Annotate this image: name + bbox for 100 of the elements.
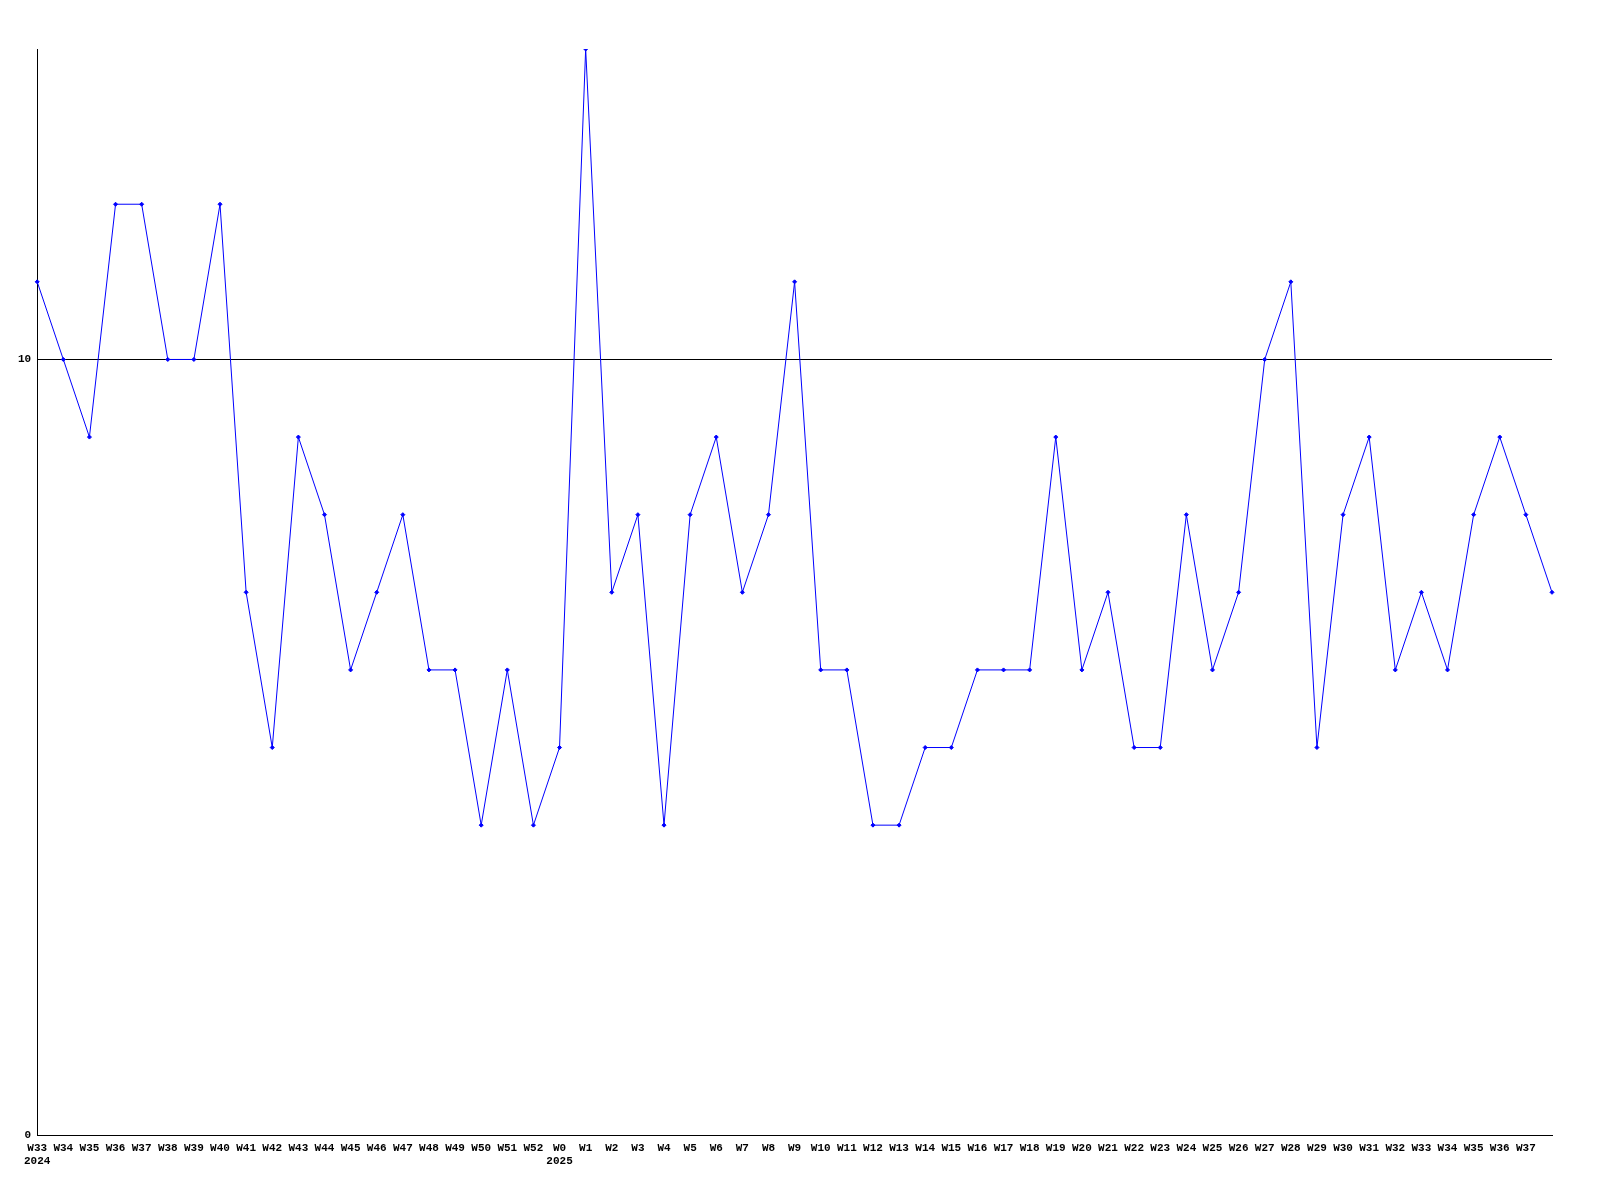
x-tick-label: W52 xyxy=(523,1141,544,1154)
x-tick-label: W26 xyxy=(1228,1141,1249,1154)
x-tick-label: W4 xyxy=(657,1141,672,1154)
x-tick-label: W0 2025 xyxy=(546,1141,574,1168)
x-tick-label: W35 xyxy=(1463,1141,1484,1154)
x-tick-label: W18 xyxy=(1019,1141,1040,1154)
x-tick-label: W42 xyxy=(262,1141,283,1154)
x-tick-label: W21 xyxy=(1098,1141,1119,1154)
x-tick-label: W3 xyxy=(631,1141,645,1154)
point xyxy=(1001,667,1007,673)
x-tick-label: W29 xyxy=(1307,1141,1327,1154)
x-tick-label: W28 xyxy=(1280,1141,1302,1154)
x-tick-label: W46 xyxy=(366,1141,387,1154)
point xyxy=(478,822,484,828)
point xyxy=(269,745,275,751)
x-tick-label: W7 xyxy=(735,1141,749,1154)
point xyxy=(1027,667,1033,673)
point xyxy=(530,822,536,828)
x-tick-label: W15 xyxy=(941,1141,962,1154)
point xyxy=(452,667,458,673)
point xyxy=(922,745,928,751)
point xyxy=(870,822,876,828)
x-tick-label: W5 xyxy=(683,1141,698,1154)
point xyxy=(1366,434,1372,440)
x-tick-label: W48 xyxy=(419,1141,440,1154)
x-tick-label: W51 xyxy=(497,1141,518,1154)
point xyxy=(1471,512,1477,518)
x-tick-label: W24 xyxy=(1176,1141,1197,1154)
x-tick-label: W49 xyxy=(445,1141,465,1154)
x-tick-label: W22 xyxy=(1124,1141,1145,1154)
x-tick-label: W45 xyxy=(340,1141,361,1154)
point xyxy=(1131,745,1137,751)
point xyxy=(1418,589,1424,595)
point xyxy=(818,667,824,673)
point xyxy=(400,512,406,518)
point xyxy=(217,201,223,207)
point xyxy=(792,279,798,285)
point xyxy=(844,667,850,673)
x-tick-label: W33 xyxy=(1411,1141,1432,1154)
y-tick-label: 0 xyxy=(24,1129,32,1142)
point xyxy=(1209,667,1215,673)
x-tick-label: W20 xyxy=(1071,1141,1092,1154)
point xyxy=(86,434,92,440)
point xyxy=(1183,512,1189,518)
x-tick-label: W34 xyxy=(53,1141,74,1154)
x-tick-label: W32 xyxy=(1385,1141,1406,1154)
x-tick-label: W25 xyxy=(1202,1141,1223,1154)
point xyxy=(1236,589,1242,595)
x-tick-label: W36 xyxy=(105,1141,126,1154)
x-tick-label: W40 xyxy=(210,1141,230,1154)
point xyxy=(1392,667,1398,673)
point xyxy=(609,589,615,595)
x-tick-label: W44 xyxy=(314,1141,335,1154)
x-tick-label: W1 xyxy=(579,1141,593,1154)
x-tick-label: W10 xyxy=(810,1141,831,1154)
point xyxy=(1262,356,1268,362)
point xyxy=(1497,434,1503,440)
point xyxy=(504,667,510,673)
x-tick-label: W37 xyxy=(1515,1141,1536,1154)
x-tick-label: W41 xyxy=(236,1141,257,1154)
x-tick-label: W16 xyxy=(967,1141,988,1154)
point xyxy=(1314,745,1320,751)
x-tick-label: W36 xyxy=(1489,1141,1510,1154)
point xyxy=(34,279,40,285)
point xyxy=(739,589,745,595)
point xyxy=(713,434,719,440)
point xyxy=(374,589,380,595)
point xyxy=(426,667,432,673)
x-tick-label: W8 xyxy=(761,1141,776,1154)
x-tick-label: W9 xyxy=(788,1141,802,1154)
point xyxy=(1157,745,1163,751)
x-tick-label: W2 xyxy=(605,1141,619,1154)
x-tick-label: W11 xyxy=(836,1141,858,1154)
x-tick-label: W14 xyxy=(915,1141,936,1154)
x-tick-label: W33 2024 xyxy=(24,1141,51,1168)
point xyxy=(1445,667,1451,673)
point xyxy=(1549,589,1555,595)
x-tick-label: W31 xyxy=(1359,1141,1380,1154)
x-tick-label: W47 xyxy=(392,1141,413,1154)
point xyxy=(139,201,145,207)
point xyxy=(687,512,693,518)
x-tick-label: W13 xyxy=(889,1141,910,1154)
point xyxy=(948,745,954,751)
point xyxy=(60,356,66,362)
x-tick-label: W39 xyxy=(184,1141,204,1154)
point xyxy=(765,512,771,518)
x-tick-label: W35 xyxy=(79,1141,100,1154)
point xyxy=(896,822,902,828)
point xyxy=(1053,434,1059,440)
point xyxy=(321,512,327,518)
point xyxy=(1340,512,1346,518)
point xyxy=(557,745,563,751)
x-tick-label: W19 xyxy=(1045,1141,1066,1154)
point xyxy=(1105,589,1111,595)
x-tick-label: W27 xyxy=(1254,1141,1275,1154)
point xyxy=(165,356,171,362)
point xyxy=(1079,667,1085,673)
point xyxy=(661,822,667,828)
point xyxy=(348,667,354,673)
x-tick-label: W34 xyxy=(1437,1141,1458,1154)
